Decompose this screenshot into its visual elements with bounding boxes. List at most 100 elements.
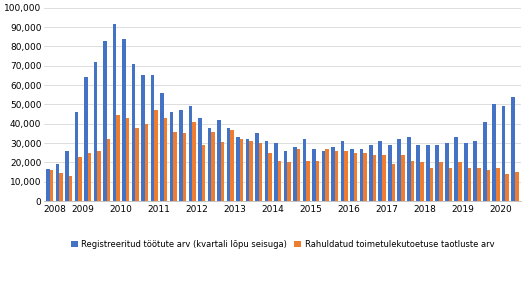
Bar [410,160,414,201]
Bar [173,131,177,201]
Bar [511,97,515,201]
Bar [97,151,101,201]
Bar [132,64,135,201]
Bar [344,151,348,201]
Bar [449,168,452,201]
Bar [116,115,120,201]
Bar [202,145,205,201]
Bar [506,174,509,201]
Bar [312,149,315,201]
Bar [151,75,155,201]
Bar [160,93,164,201]
Bar [75,112,79,201]
Bar [515,172,519,201]
Bar [88,153,91,201]
Bar [379,141,382,201]
Bar [122,39,126,201]
Bar [46,169,50,201]
Bar [69,176,72,201]
Bar [59,173,63,201]
Bar [477,168,481,201]
Bar [363,153,367,201]
Bar [103,40,107,201]
Bar [467,168,471,201]
Bar [56,164,59,201]
Bar [113,24,116,201]
Bar [239,139,243,201]
Bar [430,168,433,201]
Bar [388,145,391,201]
Legend: Registreeritud töötute arv (kvartali lõpu seisuga), Rahuldatud toimetulekutoetus: Registreeritud töötute arv (kvartali lõp… [71,240,494,249]
Bar [287,162,291,201]
Bar [94,62,97,201]
Bar [391,164,395,201]
Bar [331,147,335,201]
Bar [192,122,196,201]
Bar [297,149,301,201]
Bar [335,151,338,201]
Bar [315,160,319,201]
Bar [306,160,310,201]
Bar [274,143,278,201]
Bar [255,133,259,201]
Bar [221,142,224,201]
Bar [502,106,506,201]
Bar [145,124,148,201]
Bar [303,139,306,201]
Bar [84,77,88,201]
Bar [398,139,401,201]
Bar [445,143,449,201]
Bar [350,149,354,201]
Bar [407,137,410,201]
Bar [455,137,458,201]
Bar [246,139,249,201]
Bar [65,151,69,201]
Bar [268,153,272,201]
Bar [369,145,373,201]
Bar [322,151,325,201]
Bar [50,170,54,201]
Bar [278,160,281,201]
Bar [458,162,461,201]
Bar [435,145,439,201]
Bar [230,130,234,201]
Bar [79,157,82,201]
Bar [401,155,405,201]
Bar [439,162,443,201]
Bar [420,162,424,201]
Bar [126,118,130,201]
Bar [217,120,221,201]
Bar [340,141,344,201]
Bar [183,133,186,201]
Bar [325,149,329,201]
Bar [359,149,363,201]
Bar [284,151,287,201]
Bar [135,128,139,201]
Bar [264,141,268,201]
Bar [496,168,500,201]
Bar [354,153,357,201]
Bar [179,110,183,201]
Bar [189,106,192,201]
Bar [259,143,262,201]
Bar [492,104,496,201]
Bar [170,112,173,201]
Bar [211,131,215,201]
Bar [227,128,230,201]
Bar [464,143,467,201]
Bar [416,145,420,201]
Bar [474,141,477,201]
Bar [249,141,253,201]
Bar [373,155,376,201]
Bar [141,75,145,201]
Bar [293,147,297,201]
Bar [236,137,239,201]
Bar [486,170,490,201]
Bar [382,155,386,201]
Bar [483,122,486,201]
Bar [208,128,211,201]
Bar [164,118,167,201]
Bar [155,110,158,201]
Bar [107,139,110,201]
Bar [426,145,430,201]
